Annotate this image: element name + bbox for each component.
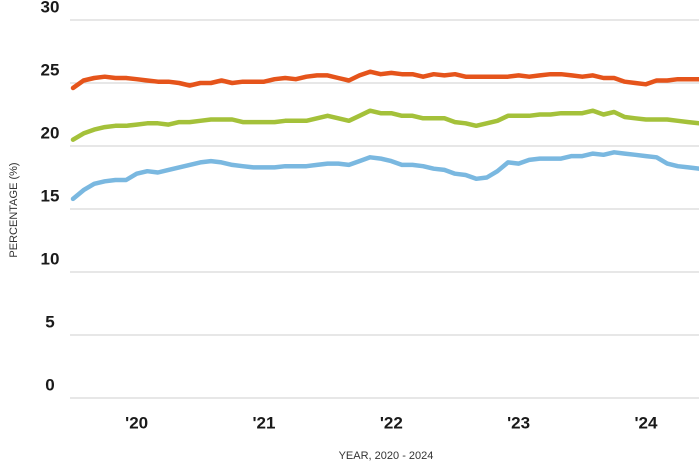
- series-line: [70, 150, 699, 202]
- y-tick-label: 10: [41, 249, 60, 268]
- y-tick-label: 0: [45, 375, 54, 394]
- series-line: [70, 108, 699, 142]
- x-tick-label: '22: [380, 413, 403, 432]
- y-tick-label: 20: [41, 123, 60, 142]
- x-tick-label: '23: [507, 413, 530, 432]
- x-tick-label: '24: [634, 413, 657, 432]
- x-axis-title: YEAR, 2020 - 2024: [339, 450, 434, 462]
- y-axis-title: PERCENTAGE (%): [8, 162, 20, 257]
- y-tick-label: 15: [41, 186, 60, 205]
- x-tick-label: '21: [253, 413, 276, 432]
- y-tick-label: 30: [41, 0, 60, 16]
- y-tick-label: 25: [41, 60, 60, 79]
- series-line: [70, 69, 699, 91]
- x-tick-label: '20: [125, 413, 148, 432]
- y-tick-label: 5: [45, 312, 54, 331]
